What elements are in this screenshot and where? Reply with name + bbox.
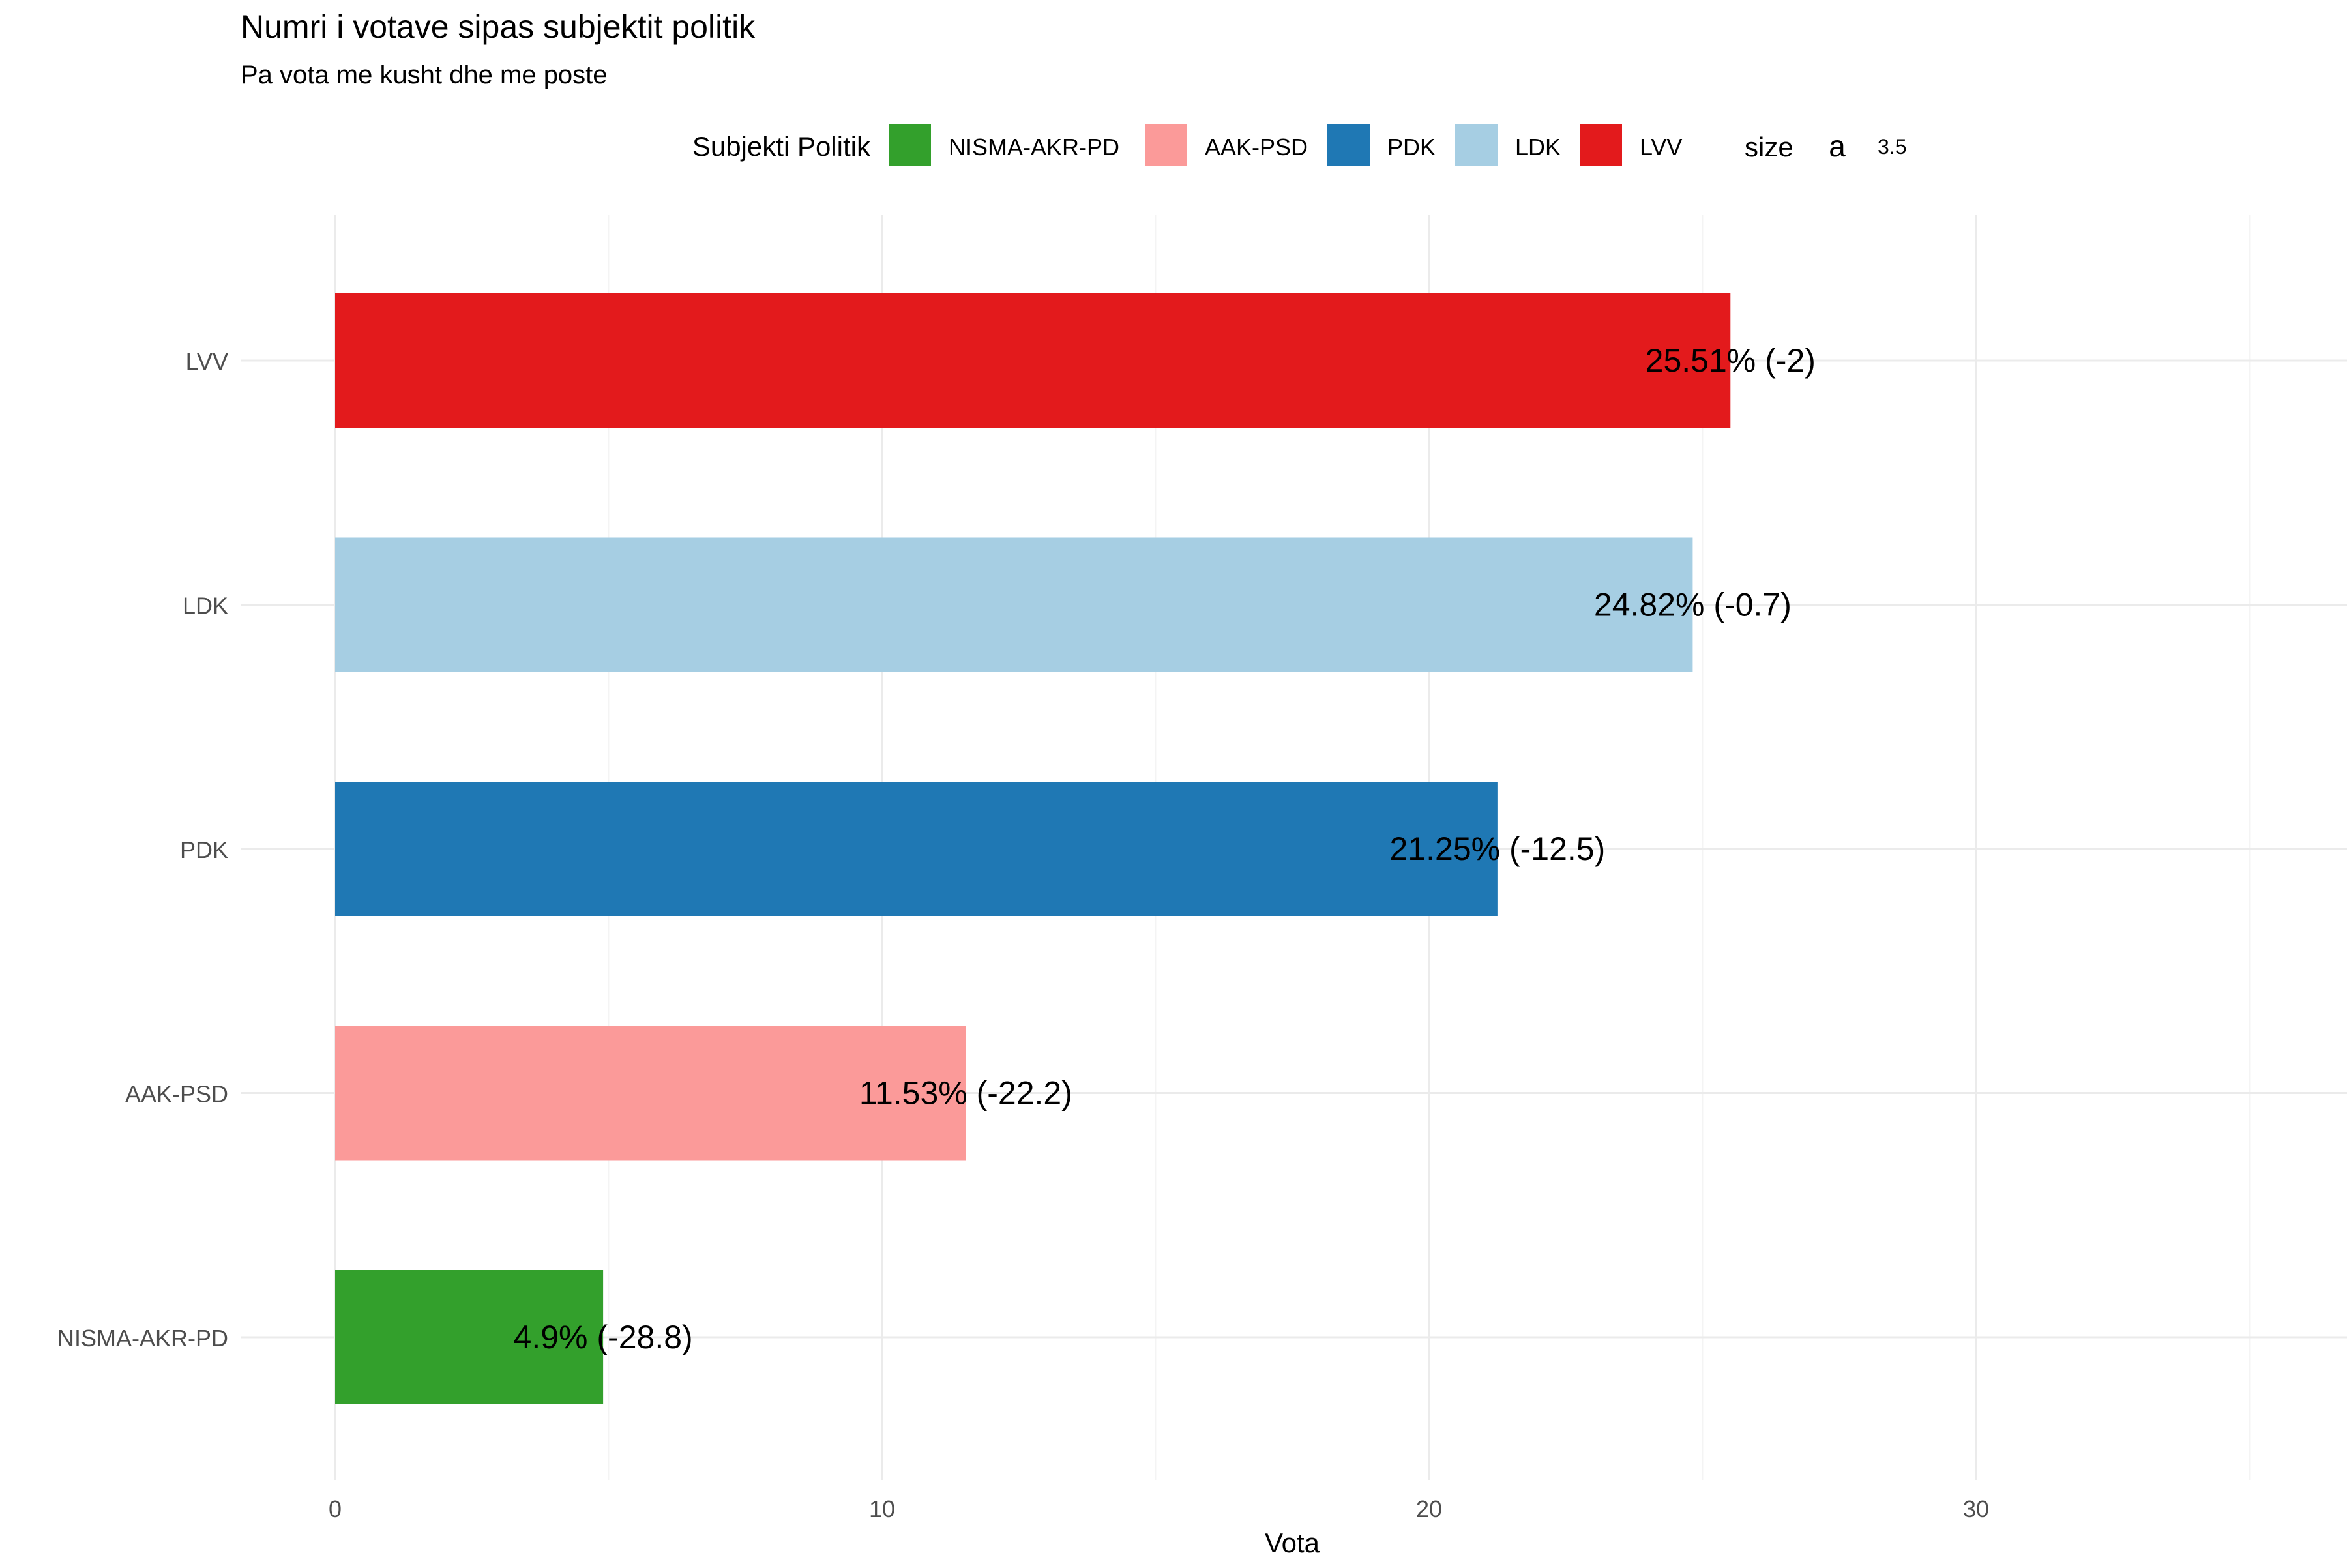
bar-ldk bbox=[335, 537, 1693, 672]
legend-label: AAK-PSD bbox=[1205, 134, 1308, 160]
legend-label: LVV bbox=[1640, 134, 1682, 160]
x-axis: 0 10 20 30 bbox=[329, 1496, 1989, 1522]
legend-key bbox=[1580, 124, 1622, 166]
data-label-pdk: 21.25% (-12.5) bbox=[1390, 831, 1606, 867]
data-label-lvv: 25.51% (-2) bbox=[1646, 342, 1816, 379]
data-label-nisma-akr-pd: 4.9% (-28.8) bbox=[514, 1319, 693, 1355]
y-axis: LVV LDK PDK AAK-PSD NISMA-AKR-PD bbox=[57, 348, 228, 1352]
bar-nisma-akr-pd bbox=[335, 1270, 604, 1404]
legend-size-glyph: a bbox=[1829, 129, 1846, 163]
bar-aak-psd bbox=[335, 1026, 966, 1161]
legend-items: NISMA-AKR-PD AAK-PSD PDK LDK LVV bbox=[889, 124, 1682, 166]
legend-key bbox=[1327, 124, 1370, 166]
bar-pdk bbox=[335, 782, 1498, 916]
legend-size-value: 3.5 bbox=[1878, 135, 1906, 158]
data-label-aak-psd: 11.53% (-22.2) bbox=[859, 1075, 1072, 1112]
legend-title: Subjekti Politik bbox=[692, 131, 871, 162]
x-tick-label: 0 bbox=[329, 1496, 342, 1522]
data-labels-layer: 25.51% (-2) 24.82% (-0.7) 21.25% (-12.5) 11… bbox=[514, 342, 1816, 1355]
legend-key bbox=[1145, 124, 1187, 166]
chart-subtitle: Pa vota me kusht dhe me poste bbox=[241, 61, 608, 89]
legend-size-title: size bbox=[1745, 132, 1793, 162]
data-label-ldk: 24.82% (-0.7) bbox=[1594, 587, 1792, 623]
legend-key bbox=[889, 124, 931, 166]
plot-panel: 25.51% (-2) 24.82% (-0.7) 21.25% (-12.5) 11… bbox=[57, 215, 2347, 1522]
x-tick-label: 20 bbox=[1416, 1496, 1442, 1522]
y-tick-label: LDK bbox=[183, 593, 228, 619]
bars-layer bbox=[335, 293, 1731, 1404]
legend: Subjekti Politik NISMA-AKR-PD AAK-PSD PDK L… bbox=[692, 124, 1906, 166]
x-tick-label: 30 bbox=[1963, 1496, 1989, 1522]
x-tick-label: 10 bbox=[869, 1496, 895, 1522]
legend-label: NISMA-AKR-PD bbox=[949, 134, 1119, 160]
y-tick-label: LVV bbox=[186, 348, 228, 375]
legend-label: LDK bbox=[1515, 134, 1561, 160]
y-tick-label: PDK bbox=[180, 836, 228, 863]
y-tick-label: NISMA-AKR-PD bbox=[57, 1325, 228, 1352]
y-tick-label: AAK-PSD bbox=[125, 1081, 228, 1108]
x-axis-title: Vota bbox=[1265, 1528, 1320, 1558]
legend-key bbox=[1455, 124, 1498, 166]
bar-lvv bbox=[335, 293, 1731, 428]
legend-label: PDK bbox=[1387, 134, 1436, 160]
chart-title: Numri i votave sipas subjektit politik bbox=[241, 8, 756, 45]
